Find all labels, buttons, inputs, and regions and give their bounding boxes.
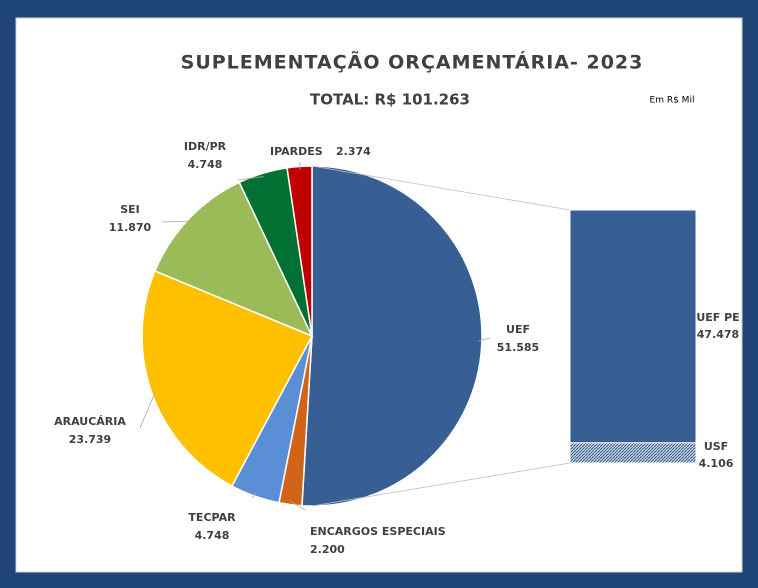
leader-line — [161, 220, 192, 223]
connector — [311, 462, 571, 507]
leader-line — [251, 492, 257, 499]
bar-value: 4.106 — [699, 457, 734, 470]
bar-value: 47.478 — [697, 328, 739, 341]
slice-label: IPARDES — [270, 145, 323, 158]
slice-value: 4.748 — [188, 158, 223, 171]
pie-slice — [301, 165, 483, 507]
bar-label: UEF PE — [696, 311, 739, 324]
chart-subtitle: TOTAL: R$ 101.263 — [310, 91, 470, 109]
slice-value: 2.374 — [336, 145, 371, 158]
slice-value: 51.585 — [497, 341, 539, 354]
slice-label: UEF — [506, 323, 530, 336]
slice-label: SEI — [120, 203, 140, 216]
connector — [311, 165, 571, 211]
unit-note: Em R$ Mil — [650, 96, 695, 106]
slice-label: IDR/PR — [184, 140, 227, 153]
leader-line — [237, 176, 264, 181]
bar-segment — [569, 209, 697, 444]
slice-value: 23.739 — [69, 433, 111, 446]
slice-value: 2.200 — [310, 543, 345, 556]
bar-label: USF — [704, 440, 728, 453]
leader-line — [139, 392, 156, 429]
slice-value: 4.748 — [195, 529, 230, 542]
pie-slice — [153, 181, 314, 338]
slice-label: TECPAR — [188, 511, 236, 524]
leader-line — [290, 500, 306, 511]
chart-title: SUPLEMENTAÇÃO ORÇAMENTÁRIA- 2023 — [181, 50, 644, 74]
bar-segment — [569, 442, 697, 464]
slice-label: ARAUCÁRIA — [54, 415, 126, 428]
pie-slice — [141, 270, 314, 487]
slice-value: 11.870 — [109, 221, 152, 234]
slice-label: ENCARGOS ESPECIAIS — [310, 525, 446, 538]
leader-line — [478, 337, 491, 342]
